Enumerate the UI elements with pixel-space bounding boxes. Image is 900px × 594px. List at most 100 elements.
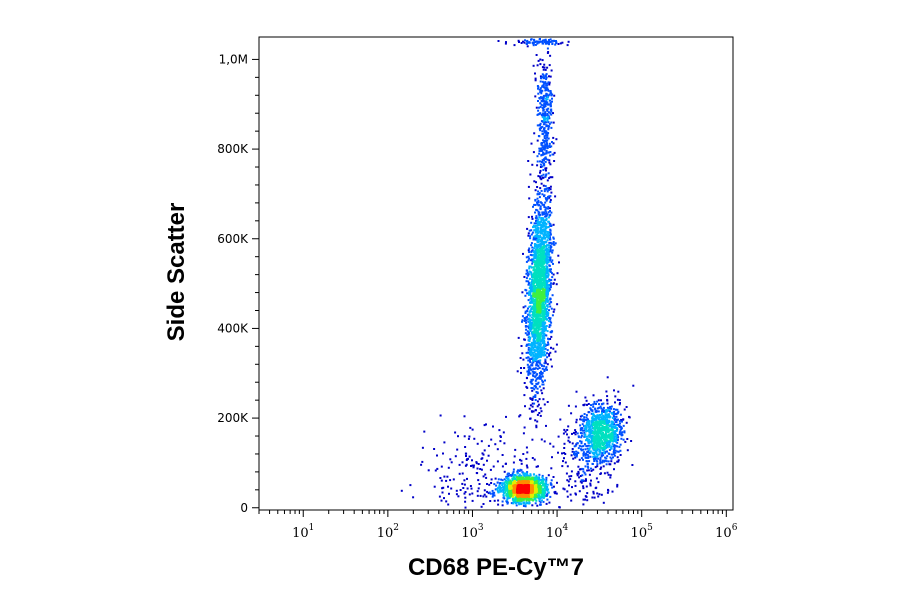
event-dot [543, 66, 546, 69]
event-dot [535, 54, 538, 56]
event-dot [530, 294, 533, 297]
event-dot [540, 232, 543, 235]
event-dot [549, 288, 552, 291]
event-dot [557, 435, 560, 438]
event-dot [543, 237, 546, 239]
event-dot [588, 473, 591, 476]
event-dot [601, 410, 604, 413]
event-dot [614, 408, 617, 411]
event-dot [546, 158, 549, 161]
event-dot [545, 318, 548, 321]
event-dot [467, 437, 470, 440]
event-dot [536, 209, 539, 212]
event-dot [503, 478, 506, 481]
event-dot [599, 458, 602, 461]
event-dot [613, 462, 616, 465]
event-dot [575, 453, 577, 455]
event-dot [536, 391, 539, 394]
event-dot [524, 294, 527, 297]
event-dot [534, 409, 537, 412]
event-dot [550, 467, 553, 470]
event-dot [588, 420, 591, 423]
event-dot [542, 99, 545, 102]
event-dot [540, 250, 543, 253]
event-dot [492, 465, 495, 468]
event-dot [538, 277, 541, 280]
event-dot [561, 465, 564, 468]
event-dot [529, 293, 531, 296]
event-dot [536, 312, 539, 315]
event-dot [550, 121, 553, 124]
event-dot [536, 234, 539, 236]
event-dot [537, 224, 540, 227]
event-dot [605, 457, 608, 460]
event-dot [574, 433, 577, 436]
event-dot [541, 73, 544, 76]
event-dot [501, 504, 504, 507]
event-dot [610, 457, 613, 460]
event-dot [540, 315, 543, 318]
event-dot [539, 348, 542, 351]
event-dot [534, 419, 537, 422]
event-dot [600, 413, 603, 416]
event-dot [545, 152, 548, 155]
event-dot [545, 102, 548, 105]
event-dot [529, 372, 532, 375]
event-dot [533, 483, 536, 486]
event-dot [541, 351, 544, 354]
event-dot [516, 470, 519, 473]
event-dot [558, 261, 560, 264]
event-dot [612, 440, 615, 443]
event-dot [536, 256, 539, 259]
event-dot [543, 148, 546, 151]
event-dot [539, 243, 542, 245]
event-dot [463, 435, 466, 438]
event-dot [529, 259, 532, 262]
event-dot [564, 430, 567, 433]
event-dot [610, 420, 613, 423]
event-dot [604, 451, 607, 454]
event-dot [504, 483, 507, 486]
event-dot [538, 193, 541, 196]
event-dot [541, 297, 544, 300]
event-dot [573, 453, 575, 455]
event-dot [534, 379, 537, 382]
event-dot [549, 256, 552, 259]
event-dot [532, 353, 535, 356]
event-dot [517, 480, 520, 483]
event-dot [531, 402, 534, 405]
event-dot [533, 251, 536, 254]
event-dot [536, 284, 539, 287]
event-dot [543, 491, 546, 494]
event-dot [527, 299, 530, 302]
event-dot [498, 488, 501, 491]
event-dot [601, 447, 603, 450]
event-dot [596, 407, 599, 410]
event-dot [555, 283, 558, 286]
event-dot [484, 473, 487, 476]
event-dot [536, 113, 539, 116]
event-dot [525, 476, 528, 479]
event-dot [600, 493, 603, 496]
event-dot [539, 407, 542, 410]
event-dot [533, 229, 536, 232]
event-dot [619, 454, 622, 456]
event-dot [529, 360, 531, 363]
event-dot [588, 422, 591, 425]
event-dot [538, 292, 541, 295]
event-dot [529, 235, 532, 238]
event-dot [542, 305, 545, 308]
event-dot [610, 447, 613, 449]
event-dot [534, 495, 536, 498]
event-dot [549, 75, 552, 78]
event-dot [620, 437, 623, 440]
event-dot [510, 482, 513, 484]
event-dot [487, 454, 490, 457]
event-dot [611, 443, 614, 446]
event-dot [481, 457, 484, 460]
event-dot [600, 430, 603, 433]
event-dot [580, 442, 583, 445]
event-dot [534, 234, 537, 237]
event-dot [537, 245, 540, 248]
event-dot [593, 421, 596, 424]
